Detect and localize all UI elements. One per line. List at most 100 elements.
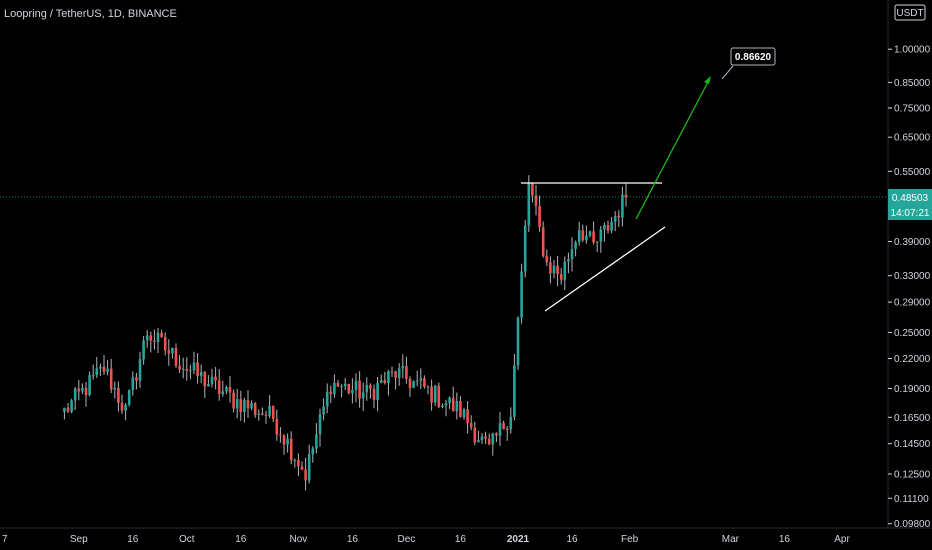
candle-body bbox=[559, 273, 563, 280]
chart-title: Loopring / TetherUS, 1D, BINANCE bbox=[4, 8, 177, 20]
time-label: 16 bbox=[127, 534, 139, 545]
candle-body bbox=[239, 399, 243, 413]
candle-body bbox=[462, 409, 466, 418]
candle-body bbox=[459, 400, 462, 418]
candle-body bbox=[311, 448, 315, 455]
candle-body bbox=[433, 385, 437, 403]
candle-body bbox=[498, 423, 502, 436]
candle-body bbox=[552, 265, 556, 274]
price-tick-label: 0.55000 bbox=[894, 167, 931, 178]
time-label: Oct bbox=[179, 534, 195, 545]
candle-body bbox=[289, 438, 293, 461]
price-tick-label: 0.19000 bbox=[894, 384, 931, 395]
currency-label: USDT bbox=[896, 8, 923, 19]
candle-body bbox=[570, 248, 574, 260]
price-tick-label: 0.33000 bbox=[894, 271, 931, 282]
candle-body bbox=[592, 231, 595, 243]
time-axis[interactable]: 7 Sep 16 Oct 16 Nov 16 Dec 16 2021 16 Feb Mar 16 Apr bbox=[2, 534, 850, 545]
callout-pointer bbox=[721, 65, 734, 80]
price-tick-label: 0.22000 bbox=[894, 354, 931, 365]
candle-body bbox=[531, 183, 534, 196]
candle-body bbox=[253, 403, 257, 415]
candle-body bbox=[477, 440, 480, 443]
candle-body bbox=[365, 384, 369, 393]
candle-body bbox=[264, 414, 268, 416]
time-label: Nov bbox=[290, 534, 308, 545]
candle-body bbox=[138, 359, 142, 381]
candle-body bbox=[203, 372, 207, 387]
candle-body bbox=[451, 397, 455, 411]
candle-body bbox=[207, 383, 210, 387]
candle-body bbox=[66, 407, 70, 412]
candle-body bbox=[516, 317, 520, 366]
candle-body bbox=[534, 195, 538, 206]
candle-body bbox=[120, 402, 124, 411]
price-tick-label: 0.14500 bbox=[894, 439, 931, 450]
time-label: 16 bbox=[347, 534, 359, 545]
candle-body bbox=[455, 400, 459, 411]
candle-body bbox=[379, 380, 383, 383]
candle-body bbox=[484, 436, 487, 439]
candle-body bbox=[495, 433, 498, 436]
candle-body bbox=[257, 413, 261, 415]
candle-body bbox=[271, 405, 275, 419]
candle-body bbox=[261, 413, 264, 415]
candle-body bbox=[70, 400, 73, 412]
candle-body bbox=[574, 242, 577, 249]
candle-body bbox=[102, 366, 106, 372]
candle-body bbox=[135, 377, 138, 381]
candle-body bbox=[595, 241, 599, 243]
candle-body bbox=[127, 389, 131, 405]
candle-body bbox=[268, 405, 271, 416]
candle-body bbox=[88, 375, 91, 396]
candle-body bbox=[160, 332, 163, 338]
time-label: Feb bbox=[621, 534, 639, 545]
support-trendline[interactable] bbox=[544, 226, 666, 312]
target-callout-box[interactable] bbox=[730, 47, 776, 66]
candle-body bbox=[577, 230, 581, 243]
candle-body bbox=[487, 438, 491, 445]
current-price-tag bbox=[888, 189, 932, 205]
candle-body bbox=[408, 378, 412, 388]
price-tick-label: 0.75000 bbox=[894, 103, 931, 114]
price-tick-label: 0.11100 bbox=[894, 494, 929, 505]
candle-body bbox=[189, 370, 192, 372]
candle-body bbox=[505, 428, 509, 430]
candle-body bbox=[415, 380, 419, 382]
candle-body bbox=[167, 350, 171, 354]
candle-body bbox=[509, 416, 513, 430]
candle-body bbox=[376, 382, 379, 400]
target-arrow[interactable] bbox=[635, 79, 710, 220]
candle-body bbox=[243, 400, 246, 413]
countdown-value: 14:07:21 bbox=[891, 208, 930, 219]
candle-body bbox=[246, 400, 250, 409]
candle-body bbox=[491, 433, 495, 445]
candle-body bbox=[178, 365, 181, 370]
candle-body bbox=[228, 387, 232, 393]
currency-badge[interactable] bbox=[894, 4, 926, 21]
candle-body bbox=[390, 371, 394, 373]
candlestick-series bbox=[63, 175, 628, 491]
candle-body bbox=[541, 227, 545, 256]
candle-body bbox=[336, 383, 340, 387]
candle-body bbox=[73, 388, 77, 401]
candle-body bbox=[610, 222, 613, 231]
candle-body bbox=[387, 371, 390, 384]
candle-body bbox=[354, 380, 358, 390]
price-tick-label: 0.39000 bbox=[894, 237, 931, 248]
candle-body bbox=[156, 332, 160, 342]
candle-body bbox=[581, 230, 585, 241]
candle-body bbox=[423, 378, 426, 387]
target-callout-label: 0.86620 bbox=[735, 52, 772, 63]
candle-body bbox=[405, 365, 408, 379]
candle-body bbox=[469, 423, 473, 428]
candle-body bbox=[351, 389, 354, 394]
candle-body bbox=[214, 376, 217, 381]
candle-body bbox=[153, 340, 156, 342]
candle-body bbox=[286, 438, 289, 445]
candle-body bbox=[293, 459, 297, 461]
candle-body bbox=[603, 225, 606, 230]
candle-body bbox=[300, 466, 304, 470]
